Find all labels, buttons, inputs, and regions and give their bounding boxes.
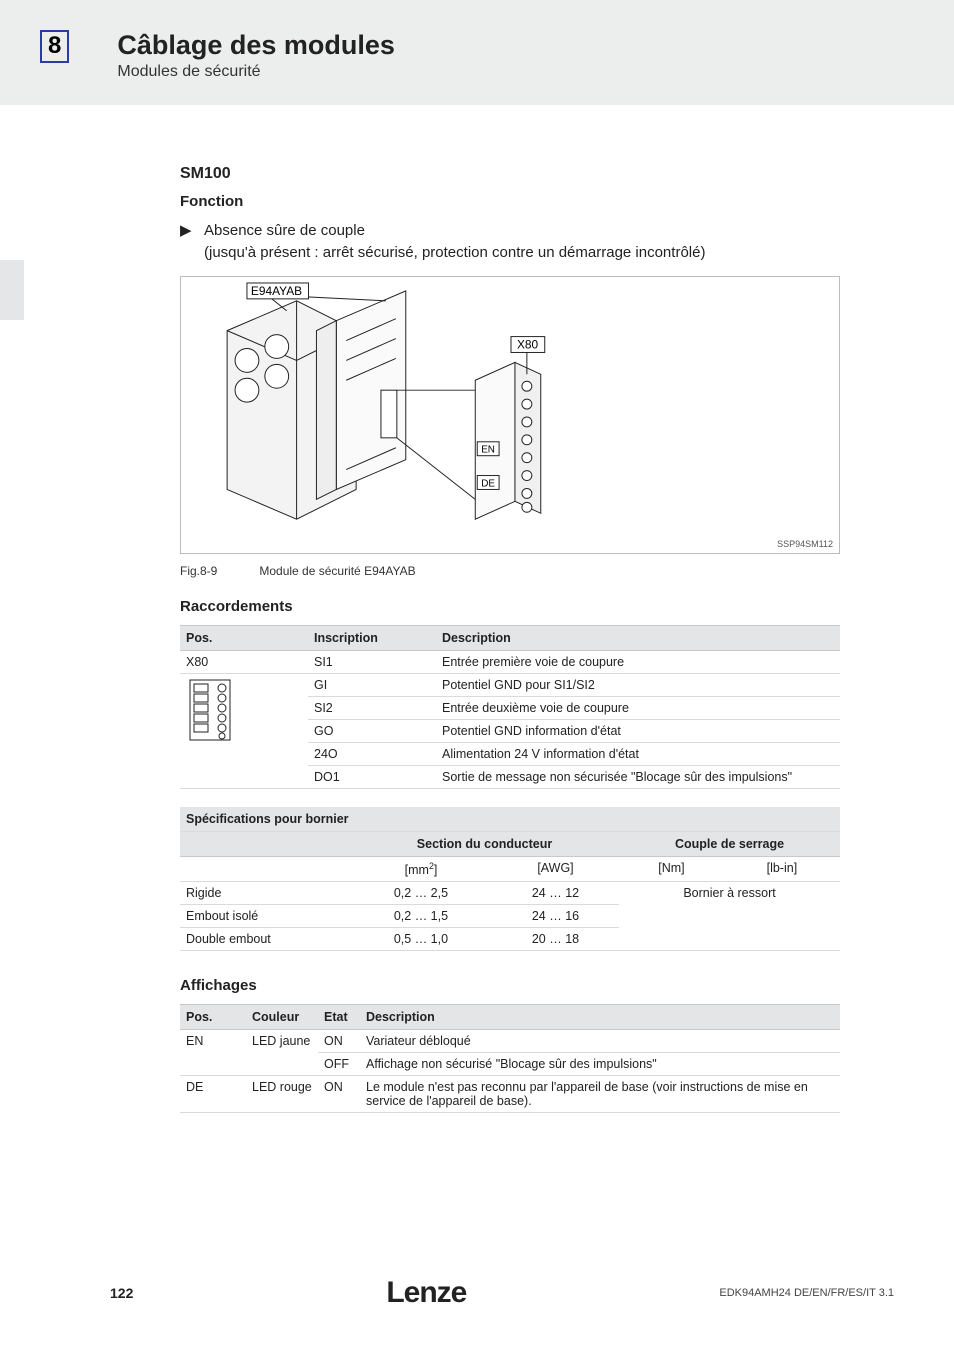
- figure-number: Fig.8-9: [180, 564, 256, 578]
- disp-desc: Affichage non sécurisé "Blocage sûr des …: [360, 1052, 840, 1075]
- display-table: Pos. Couleur Etat Description EN LED jau…: [180, 1004, 840, 1113]
- spec-mm2: 0,2 … 1,5: [350, 904, 492, 927]
- product-heading: SM100: [180, 165, 894, 183]
- fig-label-de: DE: [481, 478, 495, 489]
- fig-label-en: EN: [481, 444, 495, 455]
- figure-caption-text: Module de sécurité E94AYAB: [259, 564, 415, 578]
- fig-label-x80: X80: [517, 337, 539, 351]
- spec-table: Spécifications pour bornier Section du c…: [180, 807, 840, 951]
- disp-pos: EN: [180, 1029, 246, 1075]
- spec-awg: 20 … 18: [492, 927, 619, 950]
- spec-row-label: Embout isolé: [180, 904, 350, 927]
- affichages-heading: Affichages: [180, 977, 894, 994]
- cell-desc: Entrée deuxième voie de coupure: [436, 696, 840, 719]
- table-row: EN LED jaune ON Variateur débloqué: [180, 1029, 840, 1052]
- spec-group-section: Section du conducteur: [350, 831, 619, 856]
- col-desc: Description: [360, 1004, 840, 1029]
- cell-ins: GI: [308, 673, 436, 696]
- spec-mm2: 0,5 … 1,0: [350, 927, 492, 950]
- cell-ins: GO: [308, 719, 436, 742]
- chapter-number: 8: [40, 30, 69, 63]
- disp-state: OFF: [318, 1052, 360, 1075]
- fonction-bullet: ▶ Absence sûre de couple (jusqu'à présen…: [180, 220, 894, 264]
- page-content: SM100 Fonction ▶ Absence sûre de couple …: [0, 105, 954, 1113]
- fonction-line1: Absence sûre de couple: [204, 220, 894, 242]
- spec-sub-mm2: [mm2]: [350, 856, 492, 881]
- spec-spring-note: Bornier à ressort: [619, 881, 840, 950]
- col-state: Etat: [318, 1004, 360, 1029]
- cell-desc: Potentiel GND information d'état: [436, 719, 840, 742]
- disp-pos: DE: [180, 1075, 246, 1112]
- spec-sub-awg: [AWG]: [492, 856, 619, 881]
- fig-label-module: E94AYAB: [251, 283, 302, 297]
- cell-ins: 24O: [308, 742, 436, 765]
- table-row: DE LED rouge ON Le module n'est pas reco…: [180, 1075, 840, 1112]
- brand-logo: Lenze: [386, 1276, 466, 1310]
- terminal-block-icon: [186, 678, 234, 742]
- cell-desc: Sortie de message non sécurisée "Blocage…: [436, 765, 840, 788]
- cell-desc: Entrée première voie de coupure: [436, 650, 840, 673]
- cell-ins: SI2: [308, 696, 436, 719]
- disp-state: ON: [318, 1029, 360, 1052]
- disp-desc: Variateur débloqué: [360, 1029, 840, 1052]
- page-number: 122: [110, 1285, 133, 1301]
- spec-awg: 24 … 12: [492, 881, 619, 904]
- page-header: 8 Câblage des modules Modules de sécurit…: [0, 0, 954, 105]
- col-pos: Pos.: [180, 1004, 246, 1029]
- cell-desc: Alimentation 24 V information d'état: [436, 742, 840, 765]
- table-row: GI Potentiel GND pour SI1/SI2: [180, 673, 840, 696]
- cell-ins: SI1: [308, 650, 436, 673]
- figure-module: E94AYAB X80 EN DE SSP94SM112: [180, 276, 840, 554]
- col-inscription: Inscription: [308, 625, 436, 650]
- chapter-title: Câblage des modules: [117, 30, 395, 61]
- table-row: Rigide 0,2 … 2,5 24 … 12 Bornier à resso…: [180, 881, 840, 904]
- disp-color: LED rouge: [246, 1075, 318, 1112]
- col-color: Couleur: [246, 1004, 318, 1029]
- language-tab: [0, 260, 24, 320]
- bullet-arrow-icon: ▶: [180, 220, 194, 264]
- figure-caption: Fig.8-9 Module de sécurité E94AYAB: [180, 564, 894, 578]
- spec-heading: Spécifications pour bornier: [180, 807, 840, 832]
- disp-color: LED jaune: [246, 1029, 318, 1075]
- spec-sub-lbin: [lb-in]: [724, 856, 840, 881]
- col-pos: Pos.: [180, 625, 308, 650]
- disp-desc: Le module n'est pas reconnu par l'appare…: [360, 1075, 840, 1112]
- spec-group-torque: Couple de serrage: [619, 831, 840, 856]
- spec-sub-nm: [Nm]: [619, 856, 724, 881]
- spec-mm2: 0,2 … 2,5: [350, 881, 492, 904]
- module-diagram: E94AYAB X80 EN DE: [185, 281, 835, 549]
- chapter-subtitle: Modules de sécurité: [117, 63, 395, 81]
- table-row: X80 SI1 Entrée première voie de coupure: [180, 650, 840, 673]
- cell-pos: X80: [180, 650, 308, 673]
- raccordements-heading: Raccordements: [180, 598, 894, 615]
- connections-table: Pos. Inscription Description X80 SI1 Ent…: [180, 625, 840, 789]
- col-description: Description: [436, 625, 840, 650]
- fonction-heading: Fonction: [180, 193, 894, 210]
- spec-awg: 24 … 16: [492, 904, 619, 927]
- figure-credit: SSP94SM112: [777, 539, 833, 549]
- spec-row-label: Rigide: [180, 881, 350, 904]
- disp-state: ON: [318, 1075, 360, 1112]
- spec-row-label: Double embout: [180, 927, 350, 950]
- fonction-line2: (jusqu'à présent : arrêt sécurisé, prote…: [204, 242, 894, 264]
- cell-desc: Potentiel GND pour SI1/SI2: [436, 673, 840, 696]
- page-footer: 122 Lenze EDK94AMH24 DE/EN/FR/ES/IT 3.1: [0, 1276, 954, 1310]
- cell-ins: DO1: [308, 765, 436, 788]
- doc-id: EDK94AMH24 DE/EN/FR/ES/IT 3.1: [719, 1287, 894, 1299]
